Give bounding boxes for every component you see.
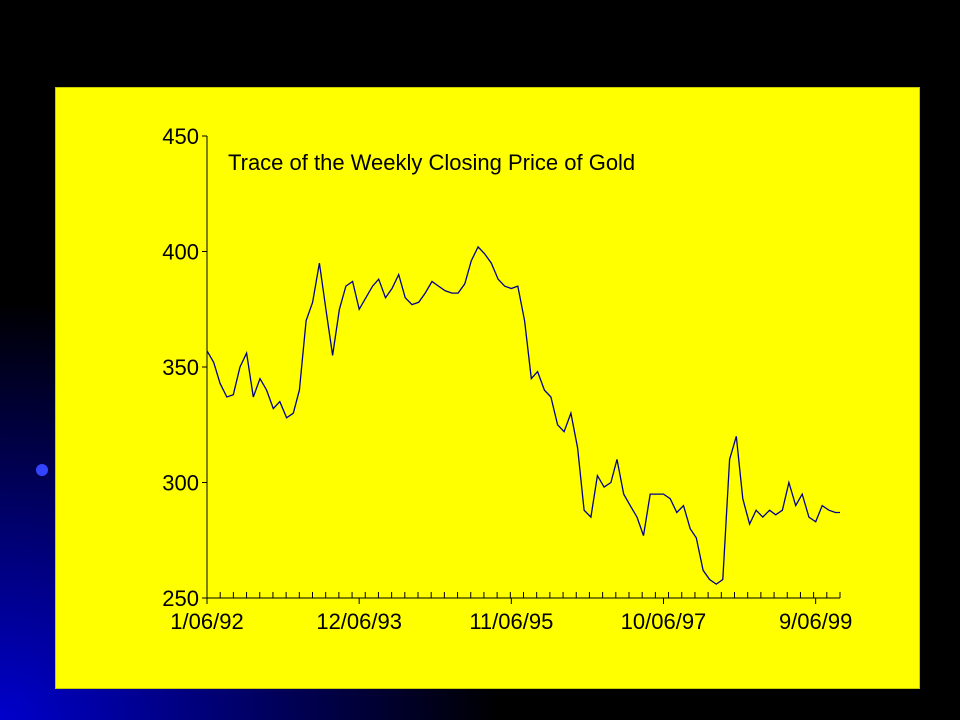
x-tick-label-2: 11/06/95 (469, 609, 553, 634)
series-line-gold-price (206, 245, 840, 585)
chart-panel: 250 300 350 400 450 1/06/92 12/06/93 11/06/95 1… (55, 87, 920, 689)
bullet-dot (36, 464, 48, 476)
x-tick-label-1: 12/06/93 (316, 609, 402, 634)
gold-price-chart: 250 300 350 400 450 1/06/92 12/06/93 11/06/95 1… (162, 124, 852, 634)
y-tick-label-450: 450 (162, 124, 199, 149)
chart-title: Trace of the Weekly Closing Price of Gol… (228, 150, 635, 175)
y-tick-label-250: 250 (162, 586, 199, 611)
y-tick-label-350: 350 (162, 355, 199, 380)
y-tick-label-400: 400 (162, 240, 199, 265)
y-tick-label-300: 300 (162, 471, 199, 496)
x-tick-label-0: 1/06/92 (170, 609, 243, 634)
x-tick-label-3: 10/06/97 (621, 609, 707, 634)
x-tick-label-4: 9/06/99 (779, 609, 852, 634)
